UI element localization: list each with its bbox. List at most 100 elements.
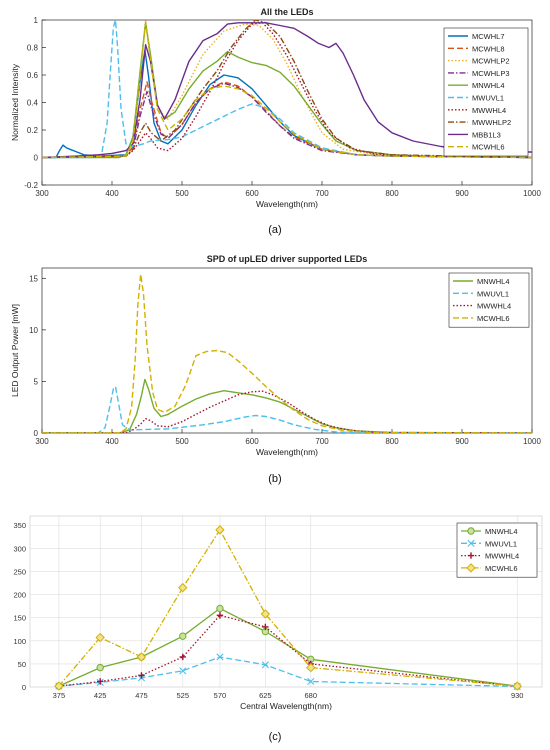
x-tick-label: 500: [175, 437, 189, 446]
y-tick-label: 150: [13, 614, 26, 623]
series-line-mcwhlp2: [42, 20, 532, 159]
legend-label-mwwhl4: MWWHL4: [485, 552, 519, 561]
data-point-mwwhl4: [262, 623, 269, 631]
y-tick-label: 50: [18, 660, 26, 669]
data-point-mcwhl6: [215, 525, 225, 535]
panel-caption: (b): [268, 473, 281, 485]
x-tick-label: 300: [35, 189, 49, 198]
x-axis-label: Central Wavelength(nm): [240, 701, 332, 711]
legend-label-mcwhl8: MCWHL8: [472, 44, 505, 53]
series-line-mcwhl6: [42, 273, 532, 433]
series-line-mwuvl1: [42, 385, 532, 433]
y-tick-label: 300: [13, 544, 26, 553]
x-tick-label: 625: [259, 691, 272, 700]
data-point-mcwhl6: [54, 681, 64, 691]
plot-frame: [29, 515, 543, 688]
legend-label-mcwhl6: MCWHL6: [477, 314, 510, 323]
legend-label-mbb1l3: MBB1L3: [472, 130, 501, 139]
x-tick-label: 425: [94, 691, 107, 700]
y-tick-label: 0: [34, 154, 39, 163]
chart-title: All the LEDs: [260, 7, 313, 17]
plot-area: 300 400 500 600 700 800 900 1000 -0.2 0 0.2 0.4 0.6 0…: [10, 16, 541, 209]
legend-label-mwuvl1: MWUVL1: [472, 94, 504, 103]
x-tick-label: 680: [305, 691, 318, 700]
data-point-mcwhl6: [178, 582, 188, 593]
y-tick-label: 250: [13, 567, 26, 576]
y-tick-label: -0.2: [24, 181, 38, 190]
y-tick-label: 1: [34, 16, 39, 25]
x-tick-label: 500: [175, 189, 189, 198]
x-tick-label: 600: [245, 437, 259, 446]
legend-label-mcwhlp3: MCWHLP3: [472, 69, 510, 78]
x-tick-label: 700: [315, 437, 329, 446]
chart-title: SPD of upLED driver supported LEDs: [207, 254, 368, 264]
x-tick-label: 300: [35, 437, 49, 446]
data-point-mwuvl1: [216, 653, 224, 661]
plot-area: 300 400 500 600 700 800 900 1000 0 5 10 15 Wavelengt…: [10, 267, 541, 457]
x-tick-label: 800: [385, 189, 399, 198]
legend-label-mwwhl4: MWWHL4: [477, 302, 511, 311]
y-tick-label: 0.4: [27, 99, 39, 108]
x-tick-label: 475: [135, 691, 148, 700]
data-point-mwuvl1: [307, 677, 315, 686]
y-tick-label: 0: [22, 683, 26, 692]
y-tick-label: 10: [29, 326, 38, 335]
legend-label-mcwhl6: MCWHL6: [485, 564, 518, 573]
data-point-mcwhl6: [95, 632, 105, 643]
panel-caption: (a): [268, 224, 281, 236]
chart-panel-b: SPD of upLED driver supported LEDs 300 40…: [10, 254, 541, 485]
y-tick-label: 0.2: [27, 126, 39, 135]
series-line-mwuvl1: [58, 656, 518, 687]
data-point-mwuvl1: [179, 667, 187, 675]
x-tick-label: 800: [385, 437, 399, 446]
series-line-mcwhl6: [42, 22, 532, 159]
y-tick-label: 5: [34, 377, 39, 386]
x-tick-label: 400: [105, 437, 119, 446]
chart-panel-a: All the LEDs 300 400 500 600 700 800 900 1000 -0…: [10, 7, 541, 236]
legend-label-mcwhl6: MCWHL6: [472, 143, 505, 152]
legend-label-mwuvl1: MWUVL1: [477, 289, 509, 298]
x-tick-label: 700: [315, 189, 329, 198]
legend-label-mwwhlp2: MWWHLP2: [472, 118, 511, 127]
series-line-mwwhlp2: [42, 20, 532, 159]
data-point-mwwhl4: [216, 612, 224, 619]
x-tick-label: 570: [214, 691, 227, 700]
legend-marker: [466, 563, 476, 573]
data-point-mcwhl6: [512, 681, 522, 691]
data-point-mcwhl6: [306, 662, 316, 673]
y-axis-label: LED Output Power [mW]: [10, 304, 20, 397]
data-point-mnwhl4: [96, 663, 104, 672]
x-tick-label: 375: [53, 691, 66, 700]
y-tick-label: 0.6: [27, 71, 39, 80]
x-tick-label: 525: [177, 691, 190, 700]
x-tick-label: 1000: [523, 437, 541, 446]
legend-label-mnwhl4: MNWHL4: [485, 527, 518, 536]
data-point-mwwhl4: [179, 653, 186, 661]
series-line-mnwhl4: [42, 22, 532, 159]
y-tick-label: 0: [34, 429, 39, 438]
series-line-mnwhl4: [42, 378, 532, 433]
legend-marker: [467, 539, 475, 547]
x-axis-label: Wavelength(nm): [256, 199, 318, 209]
series-line-mwuvl1: [42, 20, 532, 159]
y-axis-label: Normalized Intensity: [10, 63, 20, 141]
series-line-mwwhl4: [42, 22, 532, 159]
x-tick-label: 600: [245, 189, 259, 198]
y-tick-label: 200: [13, 591, 26, 600]
x-tick-label: 1000: [523, 189, 541, 198]
series-line-mnwhl4: [58, 607, 518, 687]
data-point-mwuvl1: [261, 661, 269, 669]
y-tick-label: 100: [13, 637, 26, 646]
data-point-mnwhl4: [179, 632, 187, 640]
legend-label-mwwhl4: MWWHL4: [472, 106, 506, 115]
legend-label-mnwhl4: MNWHL4: [472, 81, 505, 90]
legend-label-mcwhlp2: MCWHLP2: [472, 57, 510, 66]
legend-label-mnwhl4: MNWHL4: [477, 277, 510, 286]
y-tick-label: 350: [13, 521, 26, 530]
plot-area: 375 425 475 525 570 625 680 930 0 50 100 150 200 250 3…: [13, 515, 543, 711]
data-point-mwwhl4: [138, 672, 145, 679]
legend-marker: [467, 552, 475, 559]
x-axis-label: Wavelength(nm): [256, 447, 318, 457]
x-tick-label: 930: [511, 691, 524, 700]
